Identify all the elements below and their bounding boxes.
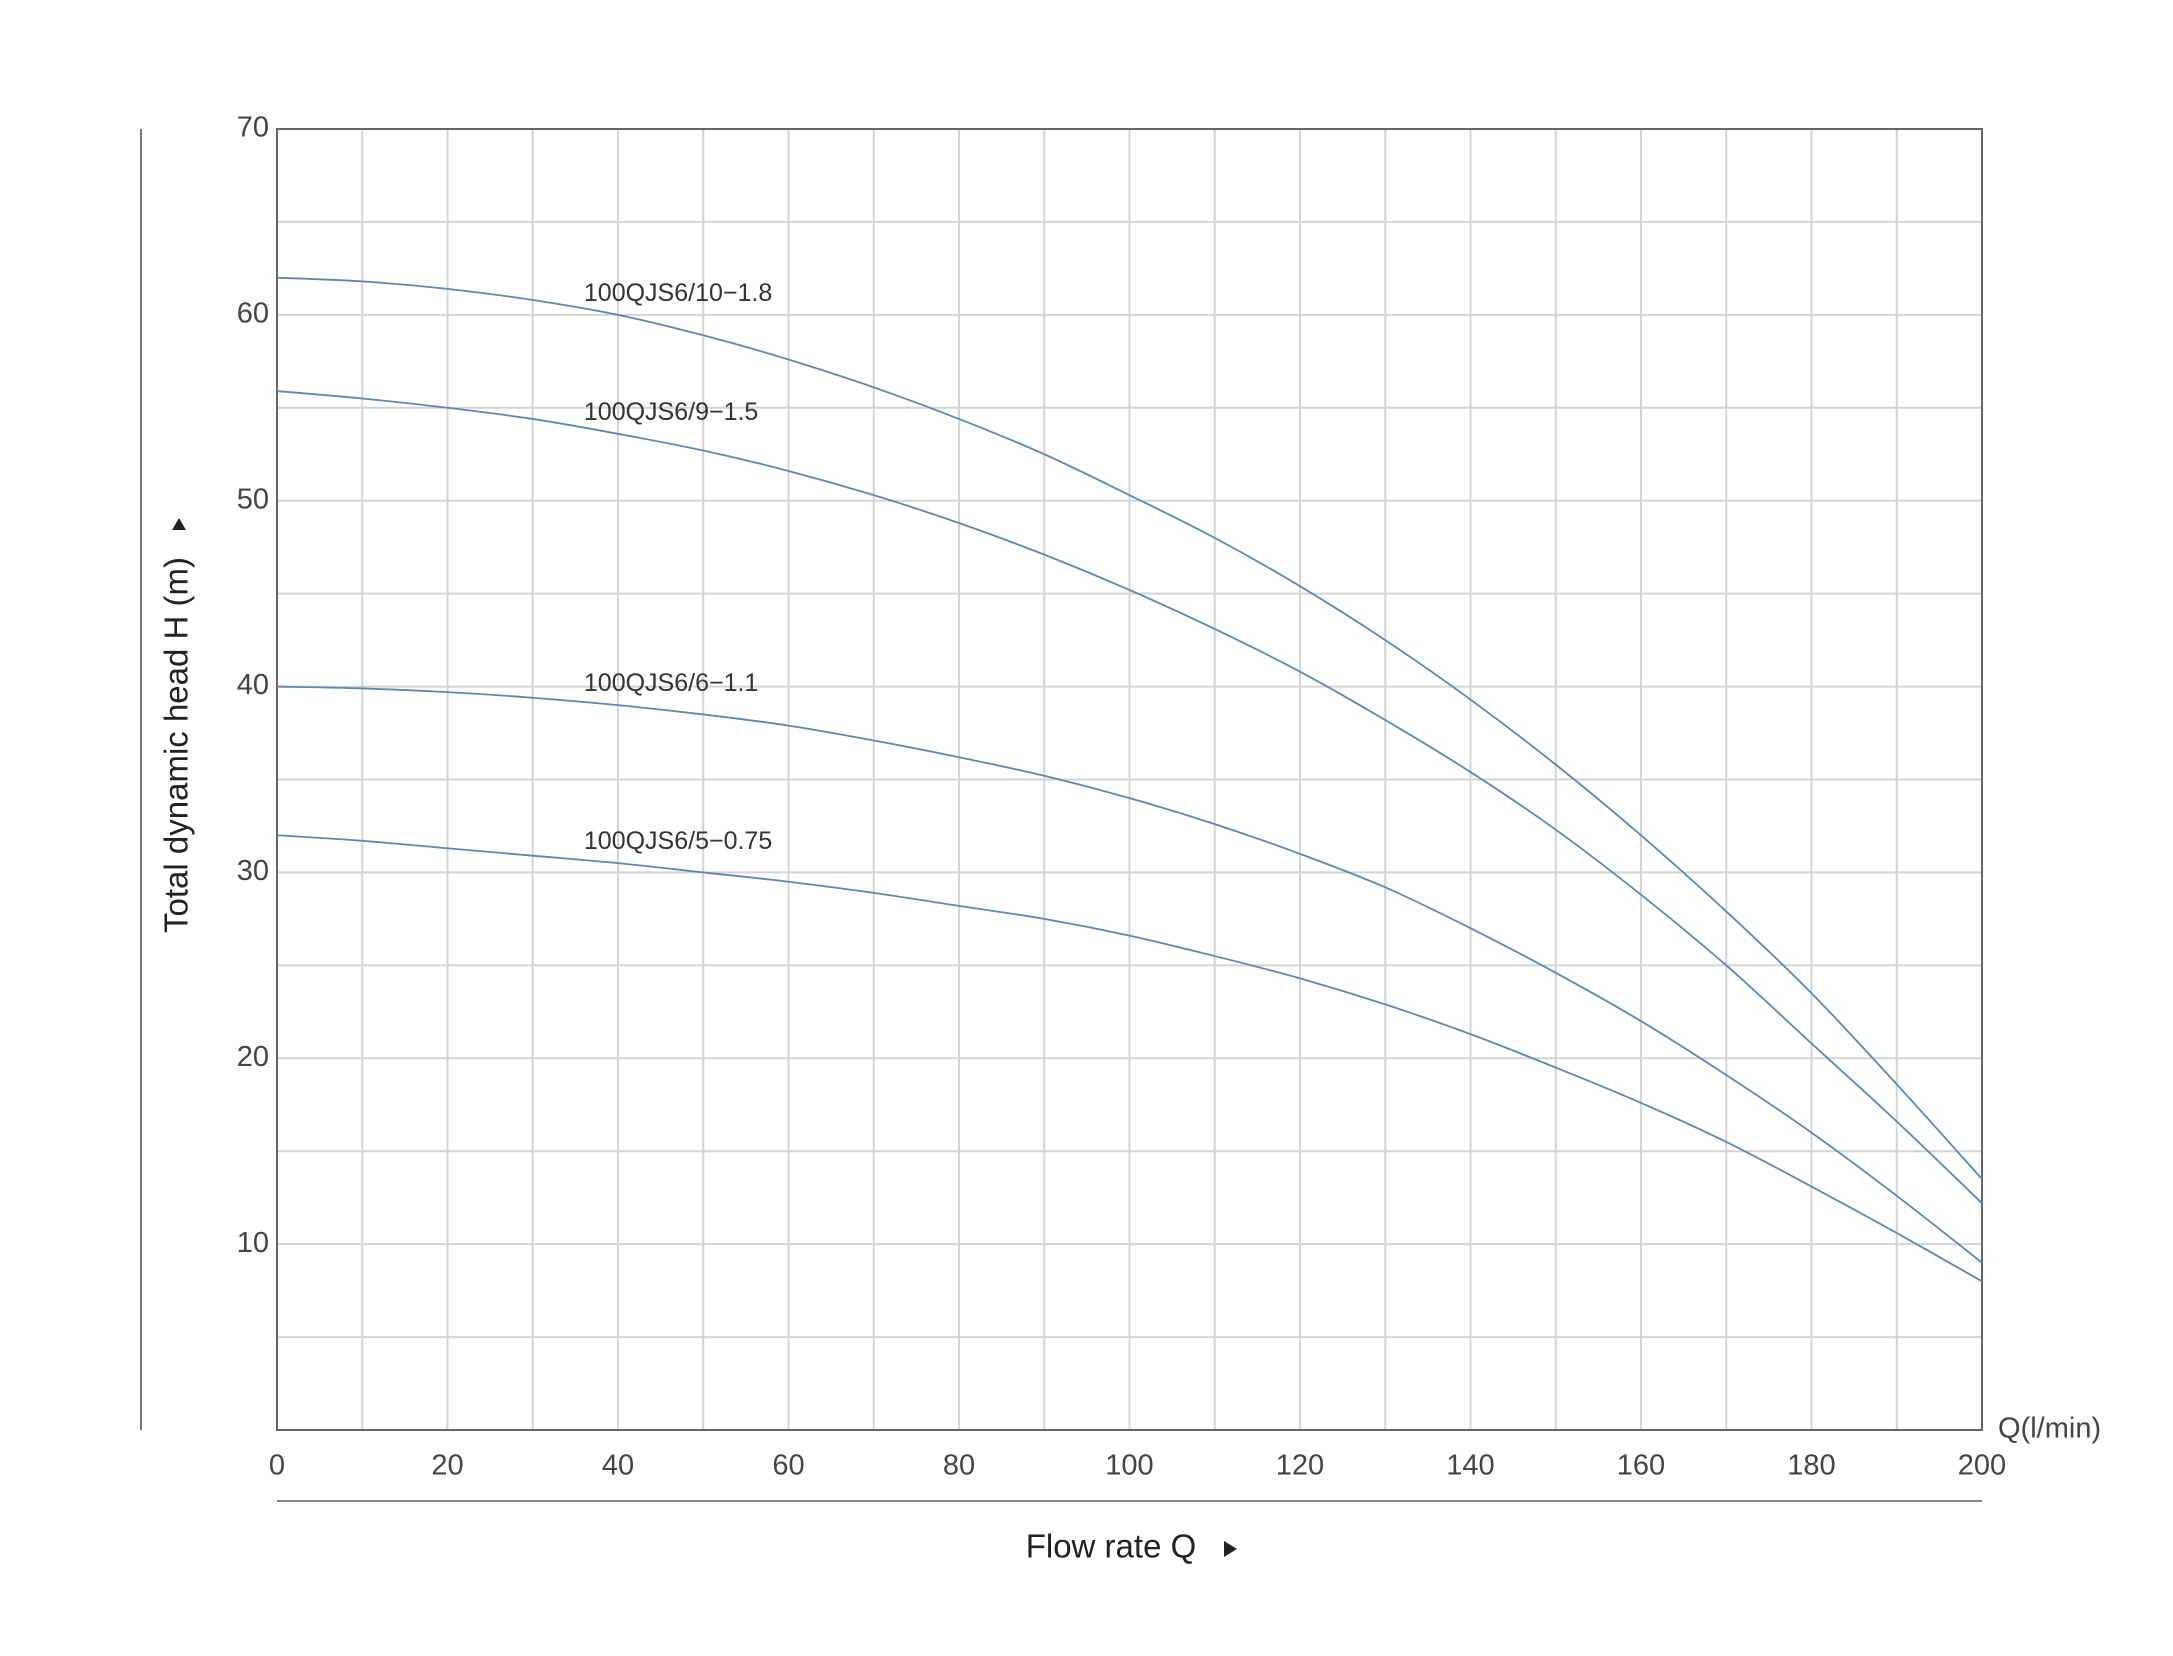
curve xyxy=(276,685,1983,1264)
x-tick-label: 160 xyxy=(1617,1450,1665,1482)
curve xyxy=(276,834,1983,1283)
y-tick-label: 60 xyxy=(237,298,269,330)
x-tick-label: 80 xyxy=(943,1450,975,1482)
x-tick-label: 0 xyxy=(269,1450,285,1482)
x-tick-label: 120 xyxy=(1276,1450,1324,1482)
x-tick-label: 40 xyxy=(602,1450,634,1482)
series-label: 100QJS6/9−1.5 xyxy=(584,398,758,426)
x-tick-label: 20 xyxy=(431,1450,463,1482)
plot-frame xyxy=(276,128,1983,1431)
x-unit-label: Q(l/min) xyxy=(1998,1413,2101,1445)
y-tick-label: 20 xyxy=(237,1041,269,1073)
x-tick-label: 60 xyxy=(772,1450,804,1482)
x-tick-label: 140 xyxy=(1446,1450,1494,1482)
x-tick-label: 200 xyxy=(1958,1450,2006,1482)
x-axis-label: Flow rate Q xyxy=(1026,1528,1197,1565)
y-axis-label: Total dynamic head H (m) xyxy=(158,557,195,933)
arrow xyxy=(1224,1541,1237,1557)
curve xyxy=(276,390,1983,1204)
x-tick-label: 180 xyxy=(1787,1450,1835,1482)
y-tick-label: 70 xyxy=(237,112,269,144)
y-tick-label: 10 xyxy=(237,1227,269,1259)
y-tick-label: 30 xyxy=(237,855,269,887)
x-tick-label: 100 xyxy=(1105,1450,1153,1482)
series-label: 100QJS6/5−0.75 xyxy=(584,827,772,855)
y-tick-label: 40 xyxy=(237,669,269,701)
series-label: 100QJS6/6−1.1 xyxy=(584,669,758,697)
arrow xyxy=(172,518,186,530)
series-label: 100QJS6/10−1.8 xyxy=(584,279,772,307)
curve xyxy=(276,276,1983,1180)
y-tick-label: 50 xyxy=(237,483,269,515)
